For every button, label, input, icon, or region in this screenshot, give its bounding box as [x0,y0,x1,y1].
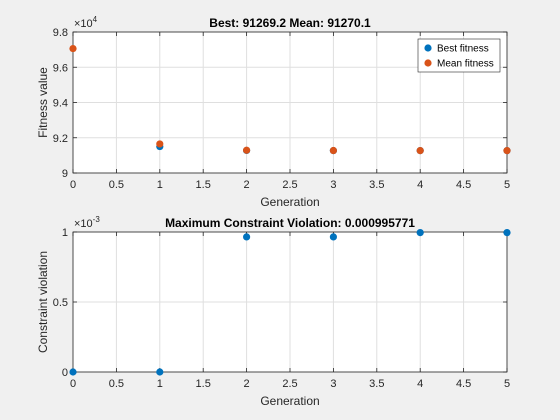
x-tick-label: 0 [70,378,76,390]
x-tick-label: 3.5 [369,179,384,191]
x-tick-label: 0.5 [109,378,124,390]
x-tick-label: 5 [504,179,510,191]
legend-marker [424,44,432,52]
exponent-label: ×10-3 [74,215,100,230]
y-tick-label: 9.2 [53,133,68,145]
x-tick-label: 3 [330,378,336,390]
x-tick-label: 4.5 [456,378,471,390]
exponent-label: ×104 [74,15,98,30]
x-tick-label: 5 [504,378,510,390]
series-mean-fitness [69,44,511,155]
x-tick-label: 0.5 [109,179,124,191]
data-point [329,233,337,241]
x-tick-label: 2 [244,378,250,390]
x-tick-label: 4 [417,378,423,390]
data-point [416,146,424,155]
x-tick-label: 4.5 [456,179,471,191]
chart-title: Maximum Constraint Violation: 0.00099577… [165,216,415,230]
data-point [329,146,337,155]
chart-title: Best: 91269.2 Mean: 91270.1 [209,16,371,30]
x-tick-label: 2.5 [282,179,297,191]
series-constraint [69,228,511,376]
y-axis-label: Fitness value [36,67,50,138]
data-point [243,233,251,241]
y-tick-label: 0.5 [53,297,68,309]
x-tick-label: 1 [157,179,163,191]
legend-marker [424,59,432,67]
x-tick-label: 1.5 [196,179,211,191]
x-tick-label: 4 [417,179,423,191]
x-tick-label: 2 [244,179,250,191]
data-point [503,147,511,155]
data-point [156,140,164,148]
x-tick-label: 1.5 [196,378,211,390]
x-tick-label: 3 [330,179,336,191]
y-tick-label: 9 [62,168,68,180]
legend-entry: Best fitness [437,44,489,55]
legend: Best fitness Mean fitness [417,38,501,73]
y-tick-label: 9.6 [53,62,68,74]
data-point [156,368,164,376]
legend-box [417,38,501,73]
data-point [69,44,77,53]
y-tick-label: 1 [62,227,68,239]
legend-entry: Mean fitness [437,59,494,70]
x-axis-label: Generation [260,195,319,209]
y-axis-label: Constraint violation [36,251,50,353]
axes-bottom: 0 0.5 1 1.5 2 2.5 3 3.5 4 4.5 5 0 0.5 1 ×10-3 Maximum C… [36,215,511,408]
data-point [69,368,77,376]
x-axis-label: Generation [260,394,319,408]
x-tick-label: 1 [157,378,163,390]
x-tick-label: 3.5 [369,378,384,390]
data-point [503,228,511,237]
y-tick-label: 0 [62,367,68,379]
data-point [416,228,424,237]
x-tick-label: 2.5 [282,378,297,390]
y-tick-label: 9.4 [53,98,68,110]
y-tick-label: 9.8 [53,27,68,39]
data-point [243,146,251,154]
axes-top: 0 0.5 1 1.5 2 2.5 3 3.5 4 4.5 5 9 9.2 9.4 9.6 9.8 ×104 Be… [36,15,511,209]
x-tick-label: 0 [70,179,76,191]
